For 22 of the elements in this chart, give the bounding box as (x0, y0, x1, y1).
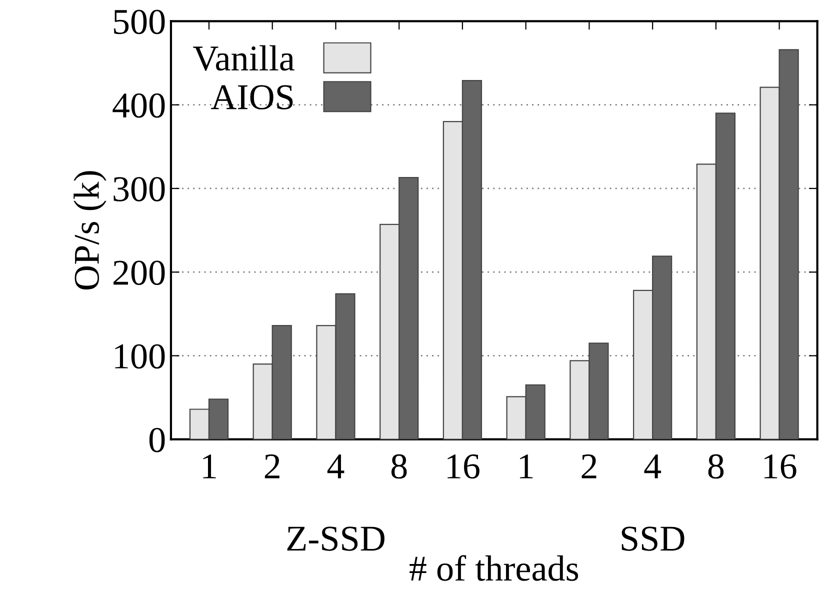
x-tick-label: 2 (264, 454, 280, 478)
y-axis-title: OP/s (k) (74, 171, 106, 290)
y-tick-label: 400 (112, 93, 165, 118)
x-tick-label: 16 (448, 454, 480, 479)
x-tick-label: 4 (327, 454, 344, 478)
y-tick-label: 300 (114, 176, 165, 202)
x-tick-label: 2 (582, 454, 596, 478)
x-tick-label: 1 (520, 454, 533, 478)
x-tick-label: 16 (764, 454, 796, 479)
x-axis-title: # of threads (410, 555, 578, 581)
legend-label: Vanilla (193, 45, 294, 71)
y-tick-label: 500 (114, 10, 165, 34)
text: Z-SSD (287, 526, 384, 551)
y-tick-label: 0 (149, 428, 165, 452)
x-tick-label: 8 (391, 454, 407, 479)
x-tick-label: 4 (644, 454, 662, 478)
x-tick-label: 8 (708, 454, 724, 479)
y-tick-label: 100 (115, 344, 165, 369)
text: SSD (622, 526, 684, 551)
y-tick-label: 200 (114, 260, 165, 285)
legend-label: AIOS (211, 85, 293, 110)
x-tick-label: 1 (203, 454, 216, 478)
